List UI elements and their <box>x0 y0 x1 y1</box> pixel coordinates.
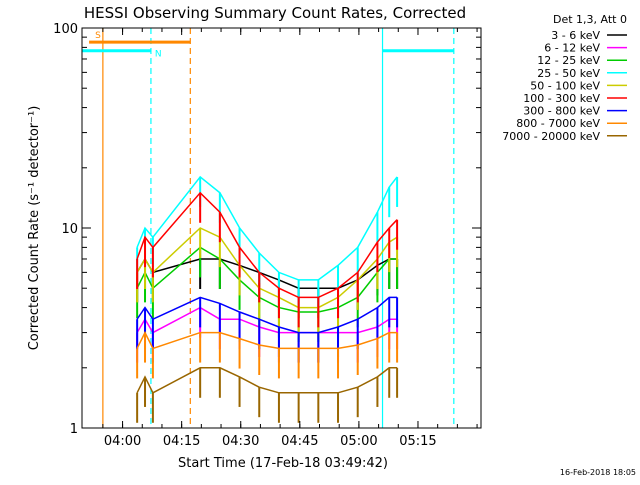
y-tick-label-0: 1 <box>70 422 78 437</box>
legend-label-2: 12 - 25 keV <box>537 54 600 67</box>
legend-label-3: 25 - 50 keV <box>537 67 600 80</box>
flag-label-n: N <box>155 50 162 60</box>
footer-timestamp: 16-Feb-2018 18:05 <box>560 468 636 477</box>
legend-label-4: 50 - 100 keV <box>530 79 600 92</box>
x-tick-label-2: 04:30 <box>222 434 259 449</box>
series-line-5 <box>136 191 398 299</box>
legend-label-6: 300 - 800 keV <box>523 105 600 118</box>
x-tick-label-4: 05:00 <box>340 434 377 449</box>
axes: 04:00 04:15 04:30 04:45 05:00 05:15 1 10 100 <box>53 22 482 449</box>
plot-area: SN <box>82 28 455 428</box>
legend-label-7: 800 - 7000 keV <box>516 117 600 130</box>
y-tick-label-2: 100 <box>53 22 78 37</box>
series-5 <box>136 191 399 328</box>
chart-title: HESSI Observing Summary Count Rates, Cor… <box>84 4 466 22</box>
legend-label-5: 100 - 300 keV <box>523 92 600 105</box>
legend-header: Det 1,3, Att 0 <box>553 13 627 26</box>
y-axis-label: Corrected Count Rate (s⁻¹ detector⁻¹) <box>27 106 42 351</box>
series-line-7 <box>136 330 398 350</box>
y-tick-label-1: 10 <box>61 222 78 237</box>
x-tick-label-5: 05:15 <box>399 434 436 449</box>
x-axis-label: Start Time (17-Feb-18 03:49:42) <box>178 456 388 471</box>
legend-label-0: 3 - 6 keV <box>551 29 600 42</box>
legend-label-1: 6 - 12 keV <box>544 42 600 55</box>
series-8 <box>136 367 399 423</box>
x-tick-label-1: 04:15 <box>163 434 200 449</box>
legend-label-8: 7000 - 20000 keV <box>502 130 600 143</box>
x-tick-label-3: 04:45 <box>281 434 318 449</box>
x-tick-label-0: 04:00 <box>104 434 141 449</box>
flag-label-s: S <box>95 31 101 41</box>
series-7 <box>136 330 399 379</box>
